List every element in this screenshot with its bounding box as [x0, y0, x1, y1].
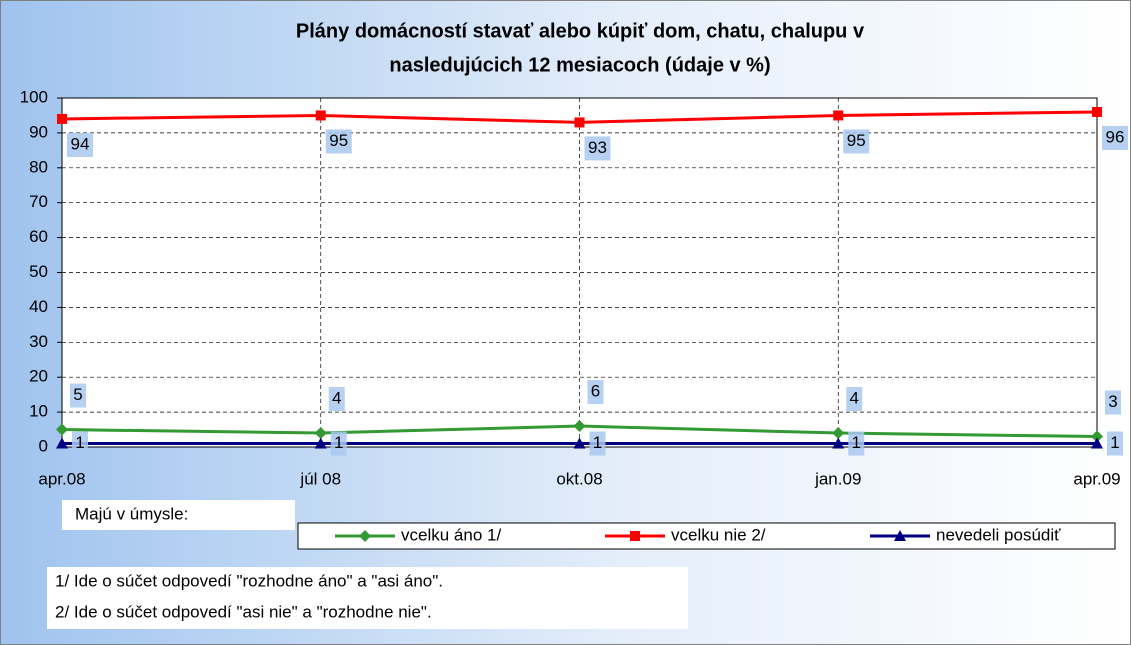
legend-caption: Majú v úmysle: [75, 504, 188, 523]
legend-marker [894, 530, 906, 541]
legend-label: vcelku áno 1/ [401, 525, 501, 544]
data-label: 1 [334, 433, 343, 452]
data-label-box [328, 387, 345, 412]
y-tick-label: 50 [29, 262, 48, 281]
marker [833, 110, 844, 121]
legend-marker [630, 531, 640, 541]
data-label-box [325, 129, 352, 154]
data-label: 4 [850, 389, 859, 408]
data-label: 3 [1108, 392, 1117, 411]
y-tick-label: 20 [29, 367, 48, 386]
data-label: 95 [329, 131, 348, 150]
data-label-box [72, 431, 88, 456]
data-label: 1 [75, 433, 84, 452]
marker [1091, 430, 1103, 443]
y-tick-label: 100 [20, 87, 48, 106]
y-tick-label: 40 [29, 297, 48, 316]
data-label-box [848, 431, 865, 456]
data-label-box [843, 129, 870, 154]
marker [56, 437, 68, 449]
marker [832, 437, 845, 449]
marker [315, 110, 326, 121]
data-label-box [330, 431, 347, 456]
data-label: 6 [591, 382, 600, 401]
chart-title: nasledujúcich 12 mesiacoch (údaje v %) [389, 54, 770, 76]
y-tick-label: 60 [29, 227, 48, 246]
data-label-box [1105, 390, 1121, 415]
marker [314, 437, 327, 449]
note: 1/ Ide o súčet odpovedí "rozhodne áno" a… [55, 571, 443, 590]
data-label: 94 [71, 134, 90, 153]
data-label-box [589, 431, 606, 456]
data-label-box [1102, 125, 1128, 150]
marker [1092, 106, 1102, 117]
x-tick-label: júl 08 [299, 469, 341, 488]
marker [1091, 437, 1103, 449]
data-label-box [1107, 431, 1123, 456]
marker [573, 420, 586, 433]
data-label: 96 [1106, 127, 1125, 146]
marker [56, 423, 68, 436]
data-label-box [846, 387, 863, 412]
marker [57, 113, 67, 124]
notes-box [47, 567, 688, 629]
y-tick-label: 10 [29, 402, 48, 421]
data-label: 95 [847, 131, 866, 150]
chart-title: Plány domácností stavať alebo kúpiť dom,… [296, 20, 865, 42]
y-tick-label: 70 [29, 192, 48, 211]
note: 2/ Ide o súčet odpovedí "asi nie" a "roz… [55, 602, 432, 621]
legend-label: vcelku nie 2/ [671, 525, 766, 544]
x-tick-label: okt.08 [556, 469, 602, 488]
data-label-box [67, 132, 93, 157]
marker [573, 437, 586, 449]
marker [832, 427, 845, 440]
legend-marker [359, 530, 371, 542]
data-label-box [584, 136, 611, 161]
x-tick-label: apr.08 [38, 469, 85, 488]
data-label: 93 [588, 138, 607, 157]
legend [297, 522, 1116, 550]
data-label-box [587, 380, 604, 405]
y-tick-label: 80 [29, 157, 48, 176]
y-tick-label: 90 [29, 122, 48, 141]
data-label: 4 [332, 389, 341, 408]
data-label: 1 [1110, 433, 1119, 452]
x-tick-label: apr.09 [1073, 469, 1120, 488]
legend-caption-box [62, 500, 295, 530]
data-label: 5 [73, 385, 82, 404]
legend-label: nevedeli posúdiť [936, 525, 1061, 544]
x-tick-label: jan.09 [814, 469, 861, 488]
marker [574, 117, 585, 128]
data-label-box [70, 383, 86, 408]
data-label: 1 [593, 433, 602, 452]
y-tick-label: 0 [39, 436, 48, 455]
data-label: 1 [852, 433, 861, 452]
marker [314, 427, 327, 440]
y-tick-label: 30 [29, 332, 48, 351]
